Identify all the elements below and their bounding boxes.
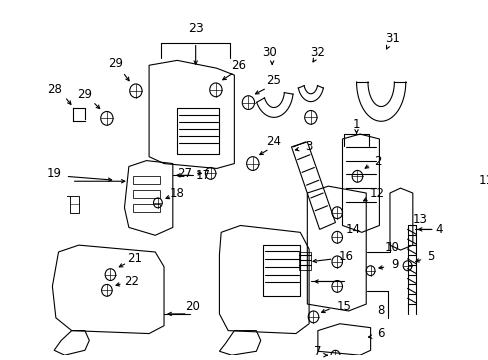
Bar xyxy=(177,108,219,154)
Text: 29: 29 xyxy=(108,57,123,70)
Text: 20: 20 xyxy=(185,300,200,312)
Text: 25: 25 xyxy=(266,73,281,86)
Text: 15: 15 xyxy=(336,300,351,312)
Text: 27: 27 xyxy=(176,167,191,180)
Text: 10: 10 xyxy=(385,240,399,253)
Text: 21: 21 xyxy=(127,252,142,265)
Text: 29: 29 xyxy=(77,88,92,101)
Text: 7: 7 xyxy=(313,345,321,358)
Text: 5: 5 xyxy=(426,251,433,264)
Text: 8: 8 xyxy=(377,305,384,318)
Text: 19: 19 xyxy=(46,167,61,180)
Text: 24: 24 xyxy=(266,135,281,148)
Bar xyxy=(298,252,310,270)
Text: 23: 23 xyxy=(187,22,203,35)
Text: 6: 6 xyxy=(377,327,384,340)
Text: 11: 11 xyxy=(478,174,488,187)
Text: 2: 2 xyxy=(373,155,381,168)
Bar xyxy=(263,245,300,296)
Text: 1: 1 xyxy=(352,118,360,131)
Text: 30: 30 xyxy=(262,46,276,59)
Bar xyxy=(133,204,159,212)
Text: 3: 3 xyxy=(305,140,312,153)
Text: 28: 28 xyxy=(47,83,61,96)
Text: 22: 22 xyxy=(124,275,139,288)
Text: 4: 4 xyxy=(434,223,442,236)
Text: 18: 18 xyxy=(169,186,184,199)
Bar xyxy=(133,190,159,198)
Bar xyxy=(133,176,159,184)
Text: 31: 31 xyxy=(385,32,399,45)
Text: 16: 16 xyxy=(338,251,353,264)
Text: 17: 17 xyxy=(196,169,211,182)
Text: 14: 14 xyxy=(345,223,360,236)
Text: 12: 12 xyxy=(369,186,385,199)
Text: 32: 32 xyxy=(310,46,325,59)
Text: 9: 9 xyxy=(391,258,398,271)
Text: 26: 26 xyxy=(231,59,246,72)
Text: 13: 13 xyxy=(411,213,427,226)
